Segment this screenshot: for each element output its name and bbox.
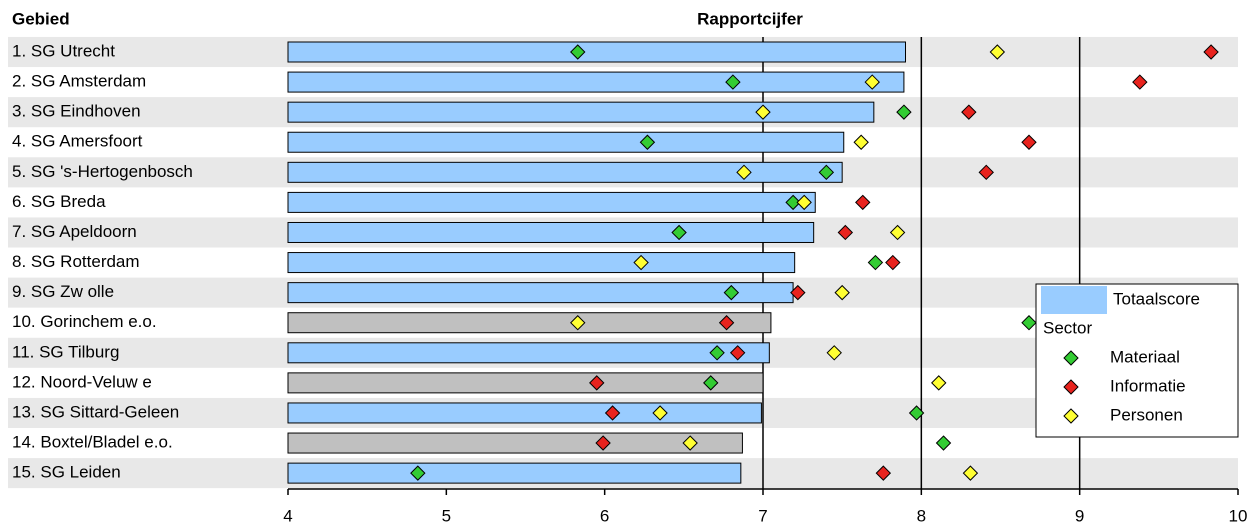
marker (896, 104, 912, 120)
marker (889, 224, 906, 241)
marker (1132, 74, 1148, 90)
marker (867, 254, 884, 271)
marker (962, 465, 979, 481)
category-label: 13. SG Sittard-Geleen (12, 402, 179, 421)
category-label: 15. SG Leiden (12, 463, 121, 482)
category-label: 2. SG Amsterdam (12, 72, 146, 91)
category-label: 6. SG Breda (12, 192, 106, 211)
bar (287, 41, 906, 63)
marker (410, 465, 426, 481)
marker (570, 315, 586, 331)
legend-marker (1063, 350, 1079, 366)
marker (718, 315, 735, 331)
marker (908, 405, 925, 421)
category-label: 10. Gorinchem e.o. (12, 312, 157, 331)
marker (639, 134, 656, 150)
marker (978, 164, 994, 181)
category-label: 9. SG Zw olle (12, 282, 114, 301)
bar (287, 71, 905, 93)
marker (604, 405, 621, 421)
marker (961, 104, 977, 120)
marker (755, 104, 771, 120)
bar (287, 462, 742, 484)
marker (837, 224, 854, 241)
legend-label: Materiaal (1110, 347, 1180, 366)
marker (729, 345, 746, 361)
marker (703, 375, 719, 391)
bar (287, 221, 815, 243)
marker (1021, 134, 1037, 150)
bar (287, 161, 843, 183)
marker (723, 284, 740, 301)
bar (287, 372, 764, 394)
category-label: 3. SG Eindhoven (12, 102, 141, 121)
category-label: 1. SG Utrecht (12, 41, 115, 60)
x-tick-label: 4 (283, 506, 292, 525)
marker (790, 284, 806, 301)
category-label: 5. SG 's-Hertogenbosch (12, 162, 193, 181)
bar (287, 402, 762, 424)
marker (818, 164, 835, 181)
marker (633, 254, 649, 271)
marker (864, 74, 880, 90)
x-tick-label: 5 (442, 506, 451, 525)
x-tick-label: 8 (917, 506, 926, 525)
marker (709, 345, 725, 361)
marker (796, 194, 812, 211)
y-axis-label: Gebied (12, 9, 70, 28)
bar (287, 191, 816, 213)
marker (570, 44, 586, 60)
marker (671, 224, 687, 241)
category-label: 12. Noord-Veluw e (12, 372, 152, 391)
marker (725, 74, 741, 90)
category-label: 7. SG Apeldoorn (12, 222, 137, 241)
bar (287, 282, 794, 304)
x-tick-label: 6 (600, 506, 609, 525)
x-tick-label: 9 (1075, 506, 1084, 525)
category-label: 14. Boxtel/Bladel e.o. (12, 433, 173, 452)
marker (682, 435, 698, 451)
bar (287, 252, 796, 274)
marker (834, 284, 850, 301)
legend: Totaalscore Sector Materiaal Informatie Pers… (1035, 283, 1239, 438)
marker (885, 254, 901, 271)
marker (826, 345, 842, 361)
marker (989, 44, 1006, 60)
legend-label: Informatie (1110, 376, 1186, 395)
marker (855, 194, 871, 211)
marker (1203, 44, 1219, 60)
marker (875, 465, 892, 481)
legend-marker (1063, 379, 1079, 395)
bar (287, 312, 772, 334)
x-tick-label: 10 (1229, 506, 1248, 525)
category-label: 11. SG Tilburg (12, 342, 119, 361)
x-tick-label: 7 (758, 506, 767, 525)
bar (287, 131, 845, 153)
marker (652, 405, 668, 421)
marker (931, 375, 947, 391)
marker (595, 435, 611, 451)
marker (935, 435, 952, 451)
legend-marker (1063, 408, 1079, 424)
marker (785, 194, 801, 211)
bar (287, 432, 743, 454)
category-label: 8. SG Rotterdam (12, 252, 140, 271)
marker (589, 375, 605, 391)
legend-group-title: Sector (1043, 318, 1092, 337)
legend-label: Personen (1110, 405, 1183, 424)
legend-label: Totaalscore (1113, 289, 1200, 308)
legend-swatch (1041, 286, 1107, 314)
bar (287, 342, 770, 364)
category-label: 4. SG Amersfoort (12, 132, 143, 151)
x-axis-label: Rapportcijfer (697, 9, 803, 28)
marker (736, 164, 752, 181)
marker (853, 134, 869, 150)
marker (1021, 315, 1037, 331)
bar (287, 101, 875, 123)
